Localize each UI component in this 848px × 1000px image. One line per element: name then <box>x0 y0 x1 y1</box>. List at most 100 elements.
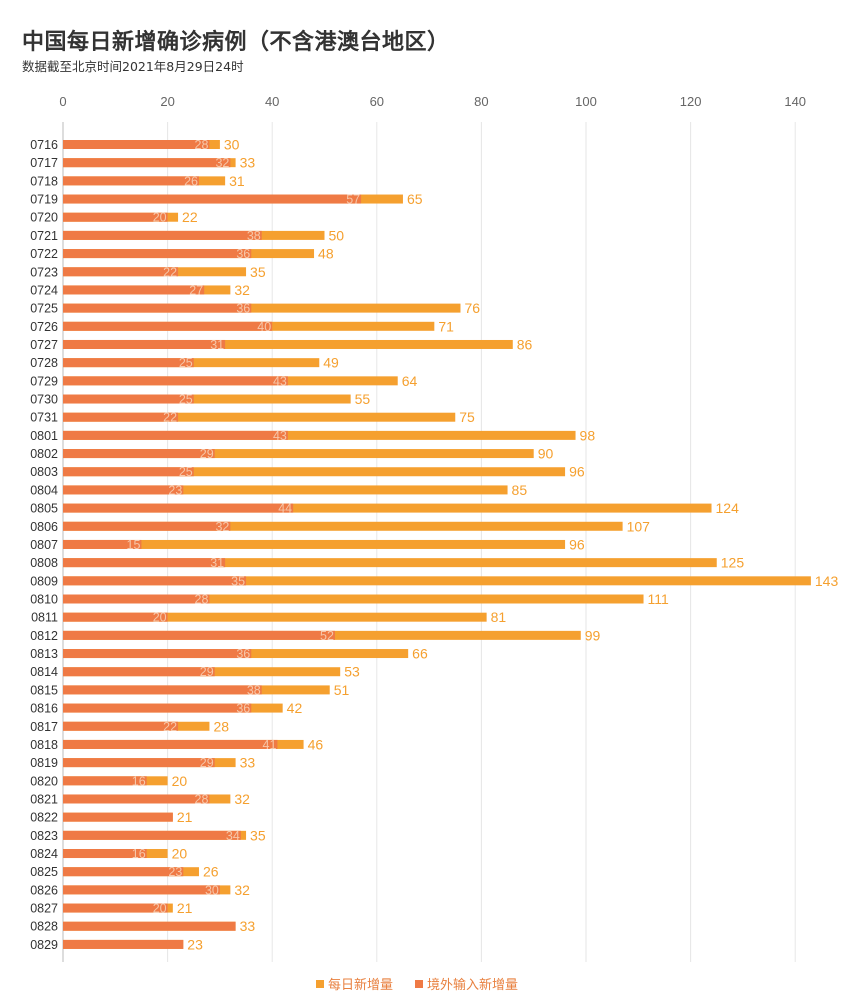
category-label: 0723 <box>30 265 58 279</box>
value-label-imported: 23 <box>168 865 182 879</box>
value-label-daily: 32 <box>234 282 250 298</box>
bar-imported <box>63 758 215 768</box>
x-tick-label: 40 <box>265 94 279 109</box>
x-tick-label: 120 <box>680 94 702 109</box>
value-label-daily: 28 <box>213 718 229 734</box>
category-label: 0719 <box>30 193 58 207</box>
bar-imported <box>63 140 210 149</box>
legend-item-imported[interactable]: 境外输入新增量 <box>415 974 518 993</box>
value-label-imported: 31 <box>210 556 224 570</box>
value-label-imported: 38 <box>247 229 261 243</box>
category-label: 0717 <box>30 156 58 170</box>
category-label: 0811 <box>31 611 58 625</box>
value-label-daily: 111 <box>648 591 669 607</box>
category-label: 0807 <box>30 538 58 552</box>
value-label-daily: 90 <box>538 446 554 462</box>
category-label: 0810 <box>30 593 58 607</box>
value-label-daily: 33 <box>240 155 256 171</box>
bar-imported <box>63 703 252 713</box>
value-label-imported: 34 <box>226 829 240 843</box>
value-label-imported: 57 <box>346 193 360 207</box>
value-label-imported: 22 <box>163 265 177 279</box>
value-label-imported: 52 <box>320 629 334 643</box>
value-label-daily: 55 <box>355 391 371 407</box>
value-label-daily: 50 <box>329 227 345 243</box>
category-label: 0726 <box>30 320 58 334</box>
legend-item-daily[interactable]: 每日新增量 <box>316 974 393 993</box>
value-label-imported: 41 <box>263 738 277 752</box>
category-label: 0826 <box>30 883 58 897</box>
value-label-daily: 32 <box>234 882 250 898</box>
category-label: 0730 <box>30 393 58 407</box>
category-label: 0801 <box>30 429 58 443</box>
value-label-daily: 21 <box>177 809 193 825</box>
bar-daily <box>63 521 623 531</box>
bar-imported <box>63 685 262 695</box>
legend-label-daily: 每日新增量 <box>328 978 394 993</box>
category-label: 0805 <box>30 502 58 516</box>
bar-imported <box>63 521 231 531</box>
category-label: 0816 <box>30 702 58 716</box>
value-label-daily: 35 <box>250 264 266 280</box>
value-label-imported: 23 <box>168 483 182 497</box>
bar-imported <box>63 394 194 404</box>
bar-imported <box>63 430 288 440</box>
bar-imported <box>63 594 210 604</box>
chart-subtitle: 数据截至北京时间2021年8月29日24时 <box>22 59 244 74</box>
bar-daily <box>63 539 566 549</box>
value-label-imported: 32 <box>215 156 229 170</box>
value-label-daily: 33 <box>240 755 256 771</box>
value-label-daily: 96 <box>569 464 585 480</box>
category-label: 0814 <box>30 665 58 679</box>
bar-imported <box>63 812 173 822</box>
value-label-imported: 36 <box>236 647 250 661</box>
bar-imported <box>63 612 168 622</box>
bar-daily <box>63 339 513 349</box>
value-label-daily: 76 <box>464 300 480 316</box>
chart-title: 中国每日新增确诊病例（不含港澳台地区） <box>22 30 450 55</box>
category-label: 0806 <box>30 520 58 534</box>
bar-imported <box>63 303 252 313</box>
bar-imported <box>63 339 226 349</box>
category-label: 0817 <box>30 720 58 734</box>
value-label-daily: 99 <box>585 627 601 643</box>
value-label-imported: 32 <box>215 520 229 534</box>
value-label-imported: 40 <box>257 320 271 334</box>
bar-daily <box>63 612 487 622</box>
value-label-daily: 20 <box>172 773 188 789</box>
value-label-daily: 42 <box>287 700 303 716</box>
value-label-imported: 28 <box>195 792 209 806</box>
legend-swatch-daily <box>316 979 324 988</box>
value-label-daily: 125 <box>721 555 745 571</box>
value-label-daily: 23 <box>187 936 203 952</box>
category-label: 0829 <box>30 938 58 952</box>
bar-imported <box>63 230 262 240</box>
value-label-imported: 28 <box>195 138 209 152</box>
category-label: 0804 <box>30 483 58 497</box>
value-label-imported: 36 <box>236 702 250 716</box>
value-label-daily: 98 <box>580 427 596 443</box>
value-label-daily: 22 <box>182 209 198 225</box>
value-label-daily: 53 <box>344 664 360 680</box>
bar-imported <box>63 176 199 186</box>
category-label: 0815 <box>30 683 58 697</box>
x-tick-label: 80 <box>474 94 488 109</box>
bar-daily <box>63 485 508 495</box>
category-label: 0813 <box>30 647 58 661</box>
category-label: 0716 <box>30 138 58 152</box>
bar-daily <box>63 558 717 568</box>
value-label-daily: 46 <box>308 736 324 752</box>
category-label: 0802 <box>30 447 58 461</box>
legend: 每日新增量 境外输入新增量 <box>316 974 518 993</box>
value-label-daily: 35 <box>250 827 266 843</box>
category-label: 0729 <box>30 374 58 388</box>
value-label-daily: 85 <box>512 482 528 498</box>
value-label-daily: 26 <box>203 864 219 880</box>
bar-imported <box>63 249 252 259</box>
value-label-imported: 29 <box>200 665 214 679</box>
value-label-daily: 51 <box>334 682 350 698</box>
value-label-imported: 29 <box>200 447 214 461</box>
value-label-imported: 15 <box>127 538 141 552</box>
bar-imported <box>63 903 168 913</box>
value-label-daily: 65 <box>407 191 423 207</box>
